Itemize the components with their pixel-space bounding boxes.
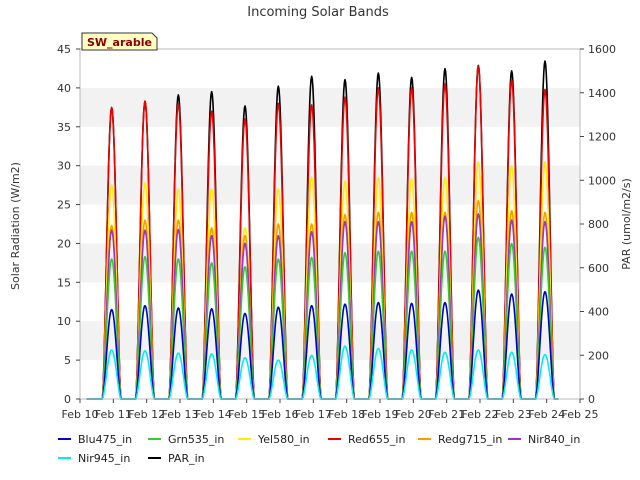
y2-tick-label: 1000 — [588, 174, 616, 187]
legend: Blu475_in Grn535_in Yel580_in Red655_in Redg… — [58, 433, 580, 465]
legend-item-par_in: PAR_in — [148, 452, 205, 465]
x-tick-label: Feb 12 — [128, 408, 165, 421]
site-label-box: SW_arable — [81, 32, 158, 51]
y2-tick-label: 600 — [588, 262, 609, 275]
x-tick-label: Feb 19 — [362, 408, 399, 421]
x-tick-label: Feb 22 — [462, 408, 499, 421]
x-tick-label: Feb 14 — [195, 408, 232, 421]
legend-item-red655_in: Red655_in — [328, 433, 405, 446]
y2-tick-label: 200 — [588, 349, 609, 362]
legend-label: Nir840_in — [528, 433, 580, 446]
y2-axis-ticks: 0 200 400 600 800 1000 1200 1400 1600 — [580, 43, 616, 406]
y-tick-label: 0 — [64, 393, 71, 406]
site-label: SW_arable — [87, 36, 152, 49]
y2-tick-label: 400 — [588, 306, 609, 319]
grid-bands — [80, 87, 580, 361]
y2-tick-label: 800 — [588, 218, 609, 231]
grid-band — [80, 165, 580, 205]
x-tick-label: Feb 18 — [328, 408, 365, 421]
series-line-redg715_in — [86, 199, 559, 400]
y-axis-label: Solar Radiation (W/m2) — [9, 162, 22, 290]
x-tick-label: Feb 20 — [395, 408, 432, 421]
x-tick-label: Feb 24 — [528, 408, 565, 421]
x-tick-label: Feb 15 — [228, 408, 265, 421]
legend-item-redg715_in: Redg715_in — [418, 433, 502, 446]
y-tick-label: 25 — [57, 199, 71, 212]
grid-band — [80, 87, 580, 127]
x-tick-label: Feb 21 — [428, 408, 465, 421]
x-tick-label: Feb 17 — [295, 408, 332, 421]
y2-tick-label: 1600 — [588, 43, 616, 56]
legend-label: Blu475_in — [78, 433, 132, 446]
chart-title: Incoming Solar Bands — [247, 5, 389, 20]
x-tick-label: Feb 11 — [95, 408, 132, 421]
y-tick-label: 10 — [57, 315, 71, 328]
x-tick-label: Feb 10 — [62, 408, 99, 421]
legend-label: Red655_in — [348, 433, 405, 446]
legend-item-yel580_in: Yel580_in — [238, 433, 310, 446]
y-tick-label: 5 — [64, 354, 71, 367]
y2-tick-label: 0 — [588, 393, 595, 406]
legend-item-blu475_in: Blu475_in — [58, 433, 132, 446]
legend-label: PAR_in — [168, 452, 205, 465]
y2-tick-label: 1400 — [588, 87, 616, 100]
x-tick-label: Feb 16 — [262, 408, 299, 421]
legend-label: Redg715_in — [438, 433, 502, 446]
series-line-nir840_in — [86, 213, 559, 400]
x-tick-label: Feb 23 — [495, 408, 532, 421]
y-axis-ticks: 0 5 10 15 20 25 30 35 40 45 — [57, 43, 80, 406]
legend-item-nir840_in: Nir840_in — [508, 433, 580, 446]
y2-axis-label: PAR (umol/m2/s) — [620, 178, 633, 270]
y-tick-label: 45 — [57, 43, 71, 56]
y-tick-label: 20 — [57, 237, 71, 250]
grid-band — [80, 243, 580, 283]
legend-label: Grn535_in — [168, 433, 224, 446]
legend-label: Nir945_in — [78, 452, 130, 465]
y2-tick-label: 1200 — [588, 131, 616, 144]
y-tick-label: 35 — [57, 121, 71, 134]
legend-item-grn535_in: Grn535_in — [148, 433, 224, 446]
grid-band — [80, 321, 580, 361]
y-tick-label: 15 — [57, 276, 71, 289]
legend-item-nir945_in: Nir945_in — [58, 452, 130, 465]
x-tick-label: Feb 25 — [562, 408, 599, 421]
y-tick-label: 40 — [57, 82, 71, 95]
legend-label: Yel580_in — [257, 433, 310, 446]
x-tick-label: Feb 13 — [162, 408, 199, 421]
y-tick-label: 30 — [57, 160, 71, 173]
